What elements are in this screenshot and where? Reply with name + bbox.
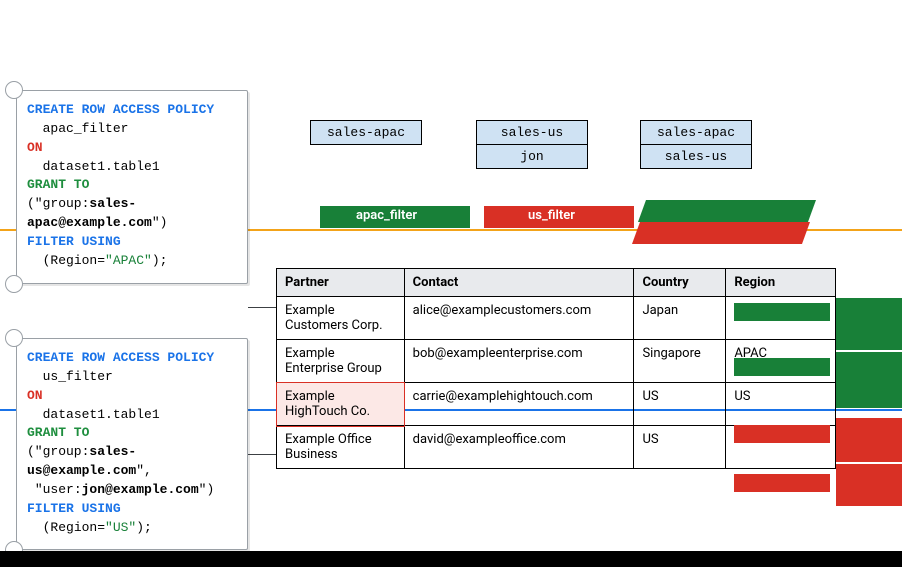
principal2: jon@example.com [82,482,199,497]
kw-create: CREATE ROW ACCESS POLICY [27,102,214,117]
th-country: Country [634,269,726,297]
cell-partner: Example Enterprise Group [277,340,405,383]
kw-grant: GRANT TO [27,425,89,440]
cell-partner-highlighted: Example HighTouch Co. [277,383,405,426]
kw-filter: FILTER USING [27,234,121,249]
expr-val: "US" [105,520,136,535]
cell-contact: david@exampleoffice.com [404,426,634,469]
cell-country: US [634,426,726,469]
expr-close: ); [152,253,168,268]
flag-label: sales-apac [640,120,752,145]
cell-contact: carrie@examplehightouch.com [404,383,634,426]
principal-prefix: ("group: [27,444,89,459]
principal-prefix: ("group: [27,196,89,211]
row-strip-apac-2 [836,352,902,408]
th-partner: Partner [277,269,405,297]
flag-label: sales-apac [310,120,422,145]
priv-bar-xi-red [632,222,810,244]
principal2-prefix: "user: [35,482,82,497]
policy-target: dataset1.table1 [43,407,160,422]
expr-val: "APAC" [105,253,152,268]
row-strip-us-2 [836,464,902,506]
row-strip-us-1 [836,418,902,462]
cell-country: Japan [634,297,726,340]
footer-bar [0,551,902,567]
kw-create: CREATE ROW ACCESS POLICY [27,350,214,365]
connector-us [248,454,276,455]
cell-contact: alice@examplecustomers.com [404,297,634,340]
cell-partner: Example Customers Corp. [277,297,405,340]
table-header-row: Partner Contact Country Region [277,269,836,297]
flag-label: sales-us [640,144,752,169]
region-strip-apac-1 [734,303,830,321]
priv-label-green: apac_filter [356,208,417,223]
principal-suffix: ", [136,463,152,478]
region-strip-us-1 [734,425,830,443]
flag-label: jon [476,144,588,169]
region-strip-us-2 [734,474,830,492]
priv-bar-xi-green [638,200,816,222]
kw-grant: GRANT TO [27,177,89,192]
th-region: Region [726,269,836,297]
policy-us-box: CREATE ROW ACCESS POLICY us_filter ON da… [16,338,248,550]
principal-suffix: ") [152,215,168,230]
user-xi: sales-apac sales-us [640,120,752,168]
region-strip-apac-2 [734,358,830,376]
table-row: Example HighTouch Co. carrie@examplehigh… [277,383,836,426]
kw-on: ON [27,388,43,403]
cell-country: Singapore [634,340,726,383]
expr-close: ); [136,520,152,535]
policy-apac-box: CREATE ROW ACCESS POLICY apac_filter ON … [16,90,248,284]
user-jon: sales-us jon [476,120,588,168]
cell-contact: bob@exampleenterprise.com [404,340,634,383]
cell-country: US [634,383,726,426]
cell-partner: Example Office Business [277,426,405,469]
user-alice: sales-apac [310,120,422,144]
kw-filter: FILTER USING [27,501,121,516]
expr-open: (Region= [43,520,105,535]
cell-region: US [726,383,836,426]
policy-name: apac_filter [43,121,129,136]
connector-apac [248,307,276,308]
flag-label: sales-us [476,120,588,145]
priv-label-red: us_filter [528,208,575,223]
kw-on: ON [27,140,43,155]
row-strip-apac-1 [836,298,902,350]
th-contact: Contact [404,269,634,297]
policy-name: us_filter [43,369,113,384]
policy-target: dataset1.table1 [43,159,160,174]
expr-open: (Region= [43,253,105,268]
principal2-suffix: ") [199,482,215,497]
